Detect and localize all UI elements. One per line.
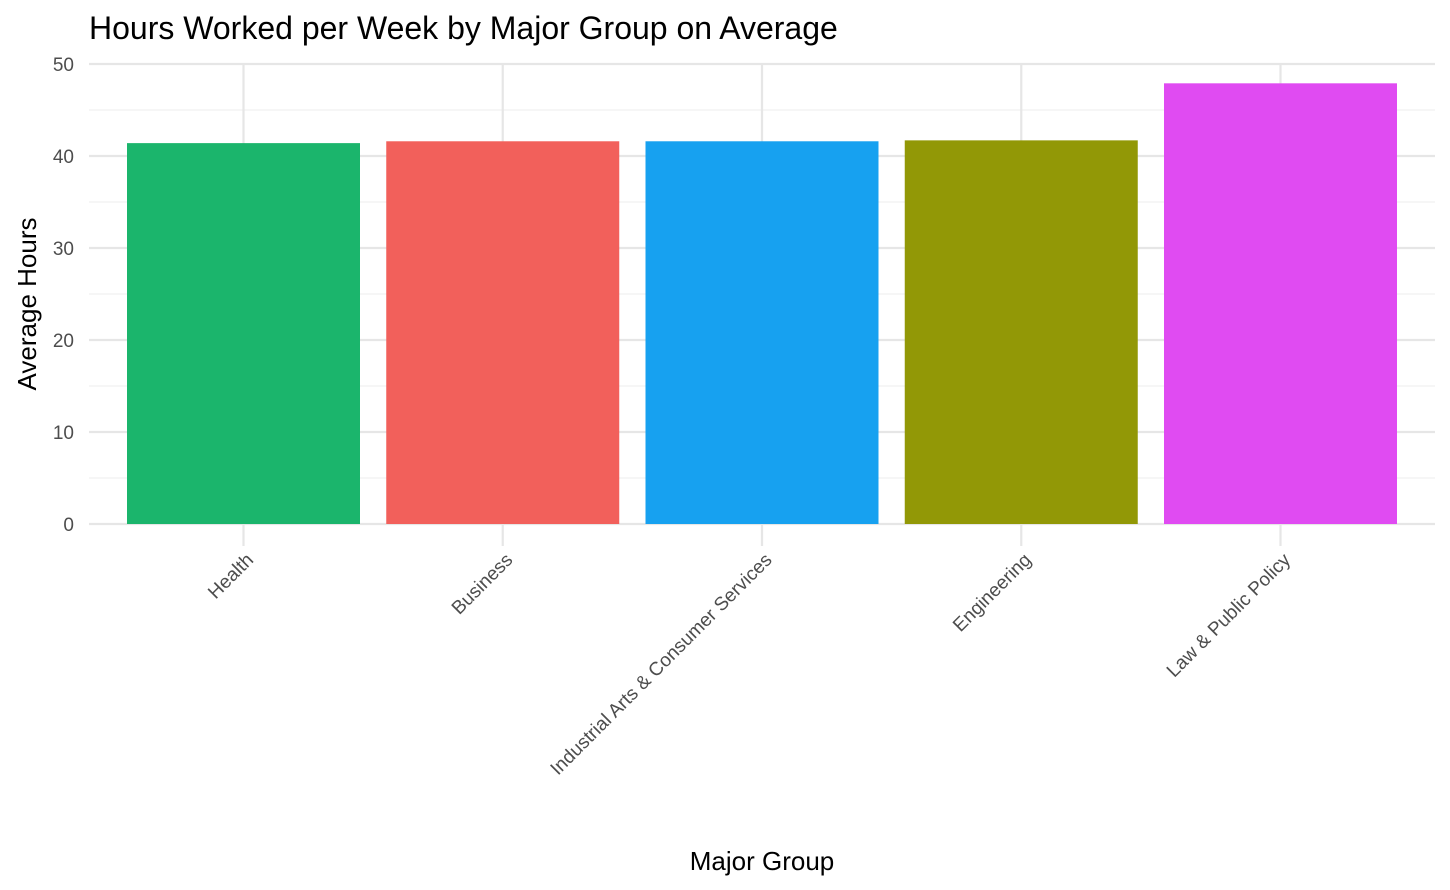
bars	[127, 83, 1397, 525]
x-axis-title: Major Group	[690, 846, 835, 876]
x-tick-label: Law & Public Policy	[1163, 549, 1295, 681]
y-tick-label: 20	[53, 331, 74, 352]
y-tick-label: 0	[63, 515, 74, 536]
y-axis-tick-labels: 0 10 20 30 40 50	[53, 55, 74, 536]
bar-law-public-policy	[1164, 83, 1397, 524]
x-tick-label: Health	[204, 550, 258, 604]
x-axis-tick-labels: Health Business Industrial Arts & Consumer…	[204, 549, 1295, 779]
bar-health	[127, 143, 360, 524]
bar-engineering	[904, 140, 1138, 525]
x-tick-label: Business	[448, 550, 517, 619]
chart-title: Hours Worked per Week by Major Group on …	[89, 10, 838, 46]
y-tick-label: 10	[53, 423, 74, 444]
bar-business	[386, 141, 620, 524]
x-tick-label: Engineering	[949, 550, 1036, 637]
y-axis-title: Average Hours	[12, 218, 42, 391]
bar-industrial-arts-consumer-services	[645, 141, 879, 524]
y-tick-label: 50	[53, 55, 74, 76]
x-tick-label: Industrial Arts & Consumer Services	[547, 550, 777, 780]
y-tick-label: 30	[53, 239, 74, 260]
y-tick-label: 40	[53, 147, 74, 168]
